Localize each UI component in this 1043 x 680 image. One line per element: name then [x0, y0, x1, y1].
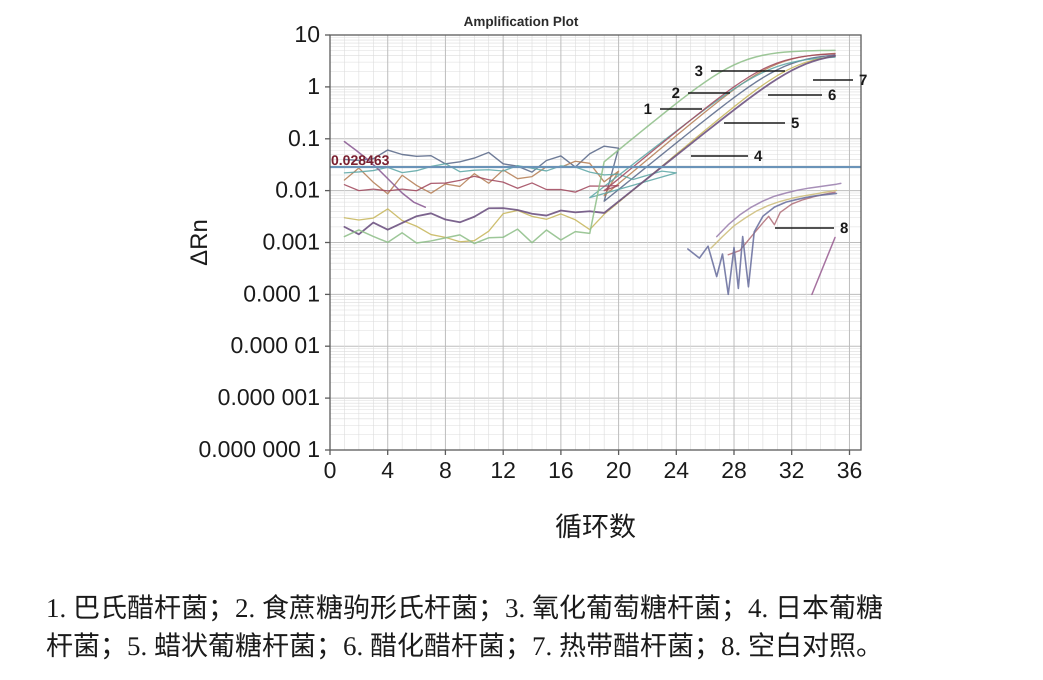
svg-text:4: 4: [754, 148, 763, 165]
svg-text:7: 7: [859, 72, 867, 89]
svg-text:ΔRn: ΔRn: [186, 219, 213, 266]
svg-text:32: 32: [779, 457, 805, 483]
svg-text:16: 16: [548, 457, 574, 483]
svg-text:6: 6: [828, 87, 836, 104]
svg-text:5: 5: [791, 115, 799, 132]
svg-text:8: 8: [439, 457, 452, 483]
svg-text:0.1: 0.1: [288, 125, 320, 151]
svg-text:0.000 01: 0.000 01: [230, 332, 320, 358]
svg-text:0.01: 0.01: [275, 177, 320, 203]
svg-text:8: 8: [840, 220, 848, 237]
svg-text:1: 1: [307, 73, 320, 99]
svg-text:1: 1: [644, 101, 652, 118]
svg-text:36: 36: [837, 457, 863, 483]
svg-text:12: 12: [490, 457, 516, 483]
svg-text:28: 28: [721, 457, 747, 483]
svg-text:0.001: 0.001: [262, 229, 320, 255]
svg-text:20: 20: [606, 457, 632, 483]
svg-text:24: 24: [664, 457, 690, 483]
svg-text:10: 10: [294, 21, 320, 47]
svg-text:0: 0: [324, 457, 337, 483]
svg-text:循环数: 循环数: [555, 512, 636, 542]
svg-text:0.000 000 1: 0.000 000 1: [198, 436, 320, 462]
svg-text:Amplification Plot: Amplification Plot: [464, 14, 579, 29]
svg-text:2: 2: [672, 85, 680, 102]
svg-text:3: 3: [695, 63, 703, 80]
svg-text:0.028463: 0.028463: [331, 152, 390, 168]
svg-text:0.000 001: 0.000 001: [218, 384, 320, 410]
svg-text:0.000 1: 0.000 1: [243, 280, 320, 306]
svg-text:4: 4: [381, 457, 394, 483]
